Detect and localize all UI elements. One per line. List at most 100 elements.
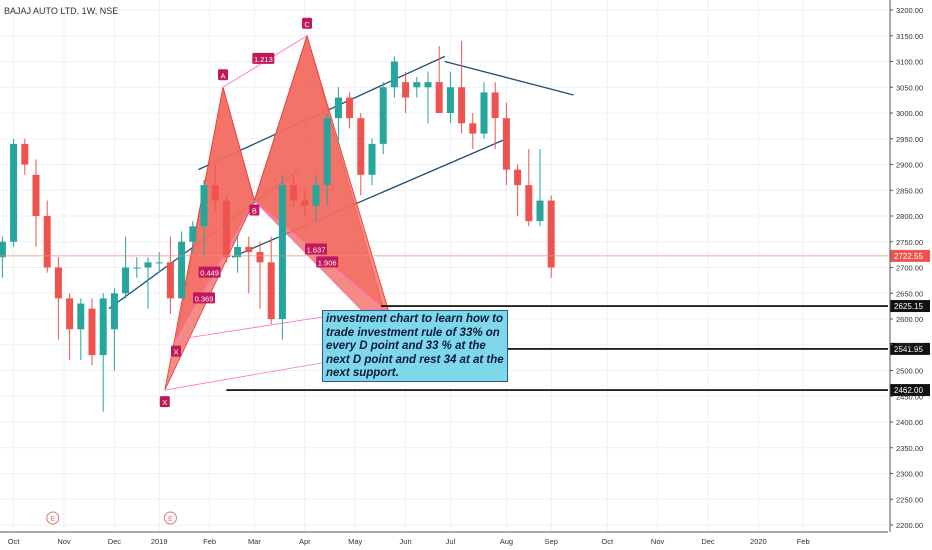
- candle-body: [547, 200, 555, 268]
- candle-body: [278, 185, 286, 319]
- annotation-note[interactable]: investment chart to learn how to trade i…: [322, 310, 508, 382]
- trend-line: [444, 60, 574, 96]
- earnings-marker: [163, 511, 177, 525]
- price-tick-label: 2950.00: [896, 135, 923, 144]
- candle-body: [43, 216, 51, 268]
- time-axis: SepOctNovDec2019FebMarAprMayJunJulAugSep…: [0, 531, 888, 546]
- ratio-label: 1.906: [318, 258, 337, 267]
- chart-grid: [0, 0, 888, 532]
- price-tick-label: 3150.00: [896, 32, 923, 41]
- price-level-label: 2625.15: [894, 302, 923, 311]
- price-levels: 2722.55 2625.15 2541.95 2462.00: [0, 249, 930, 397]
- candle-body: [413, 82, 421, 88]
- point-badge: [302, 17, 313, 29]
- candle-body: [469, 123, 477, 134]
- candle-body: [245, 246, 253, 253]
- candle-body: [110, 293, 118, 330]
- candle-body: [312, 185, 320, 206]
- candle-body: [211, 185, 219, 201]
- candle-body: [0, 241, 6, 258]
- price-tick-label: 3050.00: [896, 83, 923, 92]
- candle-body: [200, 185, 208, 227]
- ratio-label: 1.213: [254, 55, 273, 64]
- point-badge: [218, 69, 229, 81]
- candle-body: [290, 185, 298, 201]
- price-level-tag: [890, 249, 930, 262]
- time-tick-label: Mar: [248, 537, 261, 546]
- ratio-label: 1.637: [307, 245, 326, 254]
- ratio-labels: 0.449 0.369 1.213 1.637 1.906: [193, 52, 339, 304]
- candle-body: [424, 82, 432, 88]
- time-tick-label: 2019: [151, 537, 168, 546]
- earnings-marker-label: E: [168, 516, 173, 523]
- price-tick-label: 3200.00: [896, 6, 923, 15]
- price-tick-label: 3100.00: [896, 58, 923, 67]
- point-badge: [159, 396, 170, 408]
- time-tick-label: Feb: [203, 537, 216, 546]
- ratio-badge: [198, 266, 221, 278]
- candle-body: [435, 82, 443, 113]
- symbol-title: BAJAJ AUTO LTD, 1W, NSE: [4, 6, 119, 16]
- candle-body: [66, 298, 74, 330]
- candle-body: [256, 252, 264, 263]
- price-tick-label: 2350.00: [896, 444, 923, 453]
- price-tick-label: 2800.00: [896, 212, 923, 221]
- time-tick-label: Sep: [545, 537, 558, 546]
- ratio-badge: [305, 243, 327, 255]
- candle-body: [525, 185, 533, 222]
- candle-body: [189, 226, 197, 242]
- price-level-tag: [890, 384, 930, 397]
- candle-body: [334, 97, 342, 119]
- time-tick-label: Nov: [651, 537, 665, 546]
- time-tick-label: Dec: [108, 537, 122, 546]
- time-tick-label: Aug: [500, 537, 513, 546]
- candle-body: [379, 87, 387, 144]
- price-tick-label: 2200.00: [896, 521, 923, 530]
- price-level-tag: [890, 342, 930, 355]
- price-tick-label: 2500.00: [896, 367, 923, 376]
- candle-body: [155, 262, 163, 264]
- candle-body: [480, 92, 488, 134]
- price-tick-label: 3000.00: [896, 109, 923, 118]
- price-level-label: 2541.95: [894, 345, 923, 354]
- time-tick-label: 2020: [750, 537, 767, 546]
- candle-body: [458, 87, 466, 124]
- candle-body: [368, 143, 376, 175]
- candle-body: [390, 61, 398, 88]
- candle-body: [10, 143, 18, 242]
- price-tick-label: 2650.00: [896, 289, 923, 298]
- candle-body: [491, 92, 499, 119]
- time-tick-label: Apr: [299, 537, 311, 546]
- candle-body: [144, 262, 152, 268]
- ratio-badge: [316, 256, 339, 268]
- price-tick-label: 2550.00: [896, 341, 923, 350]
- time-tick-label: Oct: [8, 537, 21, 546]
- ratio-label: 0.449: [200, 269, 219, 278]
- point-label: C: [304, 20, 310, 29]
- price-level-label: 2722.55: [894, 252, 923, 261]
- candle-body: [122, 267, 130, 294]
- candle-body: [536, 200, 544, 222]
- earnings-marker-label: E: [50, 516, 55, 523]
- candle-body: [133, 267, 141, 269]
- candle-body: [77, 303, 85, 330]
- point-label: X: [162, 398, 167, 407]
- candle-body: [446, 87, 454, 113]
- point-badge: [171, 345, 181, 357]
- candle-body: [514, 169, 522, 186]
- candle-body: [346, 97, 354, 119]
- point-label: A: [221, 71, 226, 80]
- candle-body: [32, 174, 40, 216]
- candle-body: [357, 118, 365, 175]
- trend-line: [231, 138, 507, 258]
- price-axis: 2200.00 2250.00 2300.00 2350.00 2400.00 2450.…: [889, 0, 923, 532]
- time-tick-label: Jul: [446, 537, 456, 546]
- point-label: X: [173, 348, 178, 357]
- time-tick-label: Dec: [701, 537, 715, 546]
- time-tick-label: Nov: [57, 537, 71, 546]
- candle-body: [301, 200, 309, 206]
- ratio-badge: [193, 292, 215, 304]
- candle-body: [54, 267, 62, 299]
